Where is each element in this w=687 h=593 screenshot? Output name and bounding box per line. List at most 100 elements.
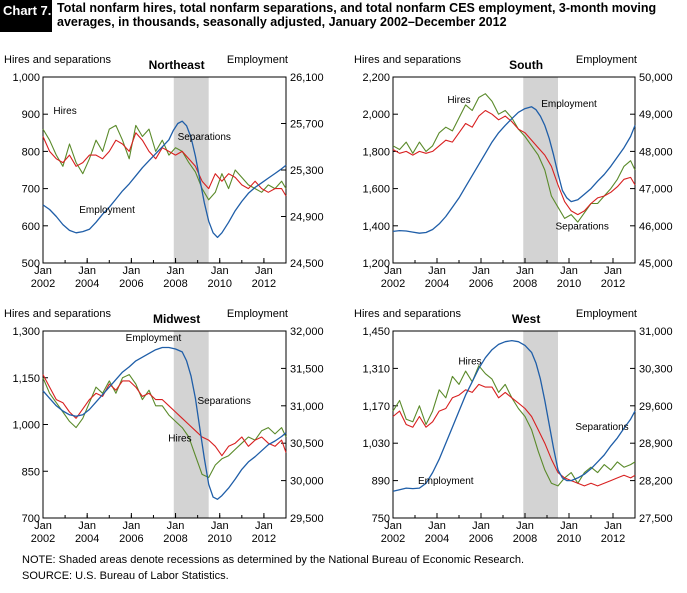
y2-tick-label: 48,000 [639,146,673,158]
x-tick-label: 2006 [469,278,493,290]
x-tick-label: 2010 [207,533,231,545]
y2-tick-label: 45,000 [639,258,673,270]
x-tick-label: Jan [384,265,402,277]
x-tick-label: Jan [472,265,490,277]
y-tick-label: 800 [22,146,40,158]
x-tick-label: Jan [34,520,52,532]
right-axis-title: Employment [227,54,288,66]
x-tick-label: Jan [78,520,96,532]
y-tick-label: 1,150 [12,373,40,385]
x-tick-label: 2012 [252,533,276,545]
x-tick-label: 2010 [207,278,231,290]
right-axis-title: Employment [227,308,288,320]
y-tick-label: 1,400 [362,221,390,233]
x-tick-label: Jan [255,265,273,277]
y-tick-label: 2,200 [362,72,390,84]
y-tick-label: 1,170 [362,401,390,413]
series-line-employment [42,346,287,500]
x-tick-label: 2010 [557,533,581,545]
x-tick-label: 2006 [119,278,143,290]
chart-title: Total nonfarm hires, total nonfarm separ… [57,1,657,29]
panel-title: West [512,312,540,326]
x-tick-label: Jan [428,265,446,277]
x-tick-label: 2004 [75,278,99,290]
series-label-separations: Separations [197,396,250,407]
y2-tick-label: 50,000 [639,72,673,84]
y-tick-label: 1,600 [362,184,390,196]
y-tick-label: 600 [22,221,40,233]
series-label-employment: Employment [79,205,135,216]
series-label-employment: Employment [126,333,182,344]
x-tick-label: 2006 [469,533,493,545]
x-tick-label: 2002 [31,278,55,290]
y2-tick-label: 29,600 [639,401,673,413]
panel-title: Northeast [149,58,205,72]
x-tick-label: 2008 [513,533,537,545]
chart-panel-west: West Hires and separations Employment 1,450… [354,308,673,545]
panel-title: Midwest [153,312,200,326]
left-axis-title: Hires and separations [4,308,112,320]
x-tick-label: Jan [560,265,578,277]
y2-tick-label: 27,500 [639,513,673,525]
x-tick-label: Jan [255,520,273,532]
x-tick-label: Jan [560,520,578,532]
y2-tick-label: 30,000 [290,476,324,488]
series-label-separations: Separations [575,422,628,433]
x-tick-label: Jan [78,265,96,277]
recession-shading [173,77,209,263]
x-tick-label: 2002 [31,533,55,545]
y-tick-label: 700 [22,513,40,525]
series-label-separations: Separations [178,132,231,143]
series-label-employment: Employment [541,99,597,110]
y2-tick-label: 31,500 [290,363,324,375]
series-line-separations [392,109,636,216]
plot-frame [42,76,287,264]
y-tick-label: 1,000 [12,72,40,84]
left-axis-title: Hires and separations [4,54,112,66]
x-tick-label: 2002 [381,278,405,290]
x-tick-label: 2008 [513,278,537,290]
x-tick-label: Jan [516,265,534,277]
series-line-employment [42,120,287,239]
x-tick-label: 2004 [75,533,99,545]
y-tick-label: 900 [22,109,40,121]
panel-title: South [509,58,543,72]
series-label-hires: Hires [458,356,481,367]
series-line-separations [42,374,287,457]
right-axis-title: Employment [576,54,637,66]
x-tick-label: Jan [122,265,140,277]
series-line-employment [392,339,636,492]
y-tick-label: 500 [22,258,40,270]
x-tick-label: Jan [167,265,185,277]
x-tick-label: Jan [34,265,52,277]
series-line-hires [42,124,287,201]
x-tick-label: 2004 [425,533,449,545]
chart-header: Chart 7. Total nonfarm hires, total nonf… [0,0,687,32]
y2-tick-label: 25,300 [290,165,324,177]
x-tick-label: Jan [384,520,402,532]
y2-tick-label: 47,000 [639,184,673,196]
x-tick-label: 2008 [163,278,187,290]
chart-number-label: Chart 7. [0,0,52,32]
x-tick-label: 2008 [163,533,187,545]
plot-frame [392,330,636,519]
y2-tick-label: 29,500 [290,513,324,525]
y2-tick-label: 26,100 [290,72,324,84]
series-line-separations [42,132,287,197]
left-axis-title: Hires and separations [354,308,462,320]
series-label-hires: Hires [168,434,191,445]
series-label-hires: Hires [53,106,76,117]
y-tick-label: 1,450 [362,326,390,338]
x-tick-label: Jan [211,520,229,532]
y-tick-label: 750 [372,513,390,525]
y-tick-label: 850 [22,466,40,478]
y-tick-label: 2,000 [362,109,390,121]
series-line-separations [392,383,636,487]
right-axis-title: Employment [576,308,637,320]
y-tick-label: 1,000 [12,420,40,432]
plot-frame [392,76,636,264]
y2-tick-label: 31,000 [290,401,324,413]
y-tick-label: 890 [372,476,390,488]
x-tick-label: Jan [122,520,140,532]
x-tick-label: Jan [167,520,185,532]
